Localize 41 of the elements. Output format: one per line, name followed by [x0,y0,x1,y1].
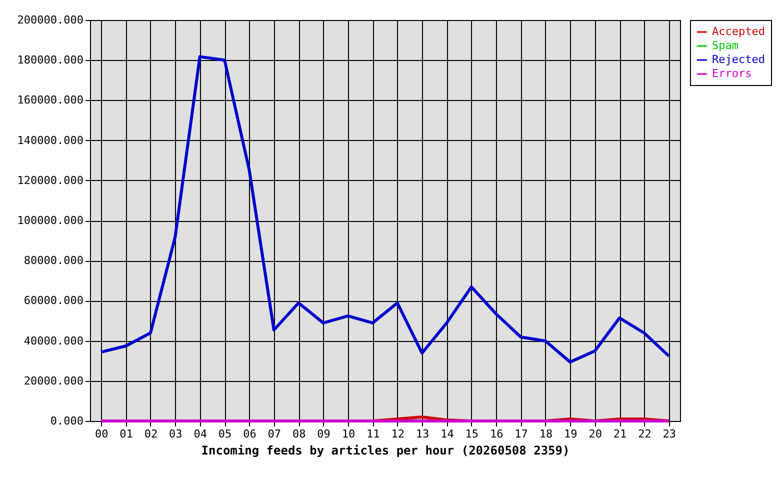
y-tick-label: 80000.000 [24,254,84,268]
x-tick-label: 10 [342,428,356,440]
x-tick-label: 17 [514,428,528,440]
legend-label: Spam [712,39,739,52]
x-tick-label: 02 [144,428,158,440]
x-tick-label: 21 [613,428,627,440]
x-tick-label: 20 [588,428,602,440]
y-tick-label: 100000.000 [17,214,84,227]
x-tick-label: 01 [120,428,133,440]
line-series [100,55,670,364]
x-tick-label: 19 [564,428,578,440]
x-axis-title: Incoming feeds by articles per hour (20260508 2359) [201,444,570,458]
x-tick-label: 05 [218,428,232,440]
y-tick-label: 20000.000 [24,374,84,388]
x-tick-label: 22 [638,428,652,440]
x-tick-label: 00 [94,428,108,440]
x-tick-label: 09 [317,428,330,440]
x-tick-label: 11 [366,428,380,440]
x-tick-label: 14 [440,428,454,440]
x-tick-label: 15 [465,428,479,440]
y-tick-label: 40000.000 [24,334,84,348]
y-tick-label: 60000.000 [24,294,84,308]
x-tick-label: 12 [391,428,404,440]
x-tick-label: 23 [662,428,676,440]
x-tick-label: 13 [416,428,430,440]
legend-label: Accepted [712,25,765,38]
y-tick-label: 120000.000 [17,174,84,187]
x-tick-label: 07 [268,428,282,440]
y-tick-label: 180000.000 [17,54,84,67]
x-tick-label: 06 [243,428,256,440]
y-tick-label: 200000.000 [17,14,84,26]
x-tick-label: 04 [194,428,208,440]
x-tick-label: 18 [539,428,553,440]
x-tick-label: 03 [169,428,182,440]
legend-label: Rejected [712,53,765,66]
y-tick-label: 160000.000 [17,94,84,107]
y-tick-label: 0.000 [50,414,84,428]
x-tick-label: 08 [292,428,306,440]
y-tick-label: 140000.000 [17,134,84,147]
legend-label: Errors [712,67,752,80]
x-tick-label: 16 [490,428,504,440]
